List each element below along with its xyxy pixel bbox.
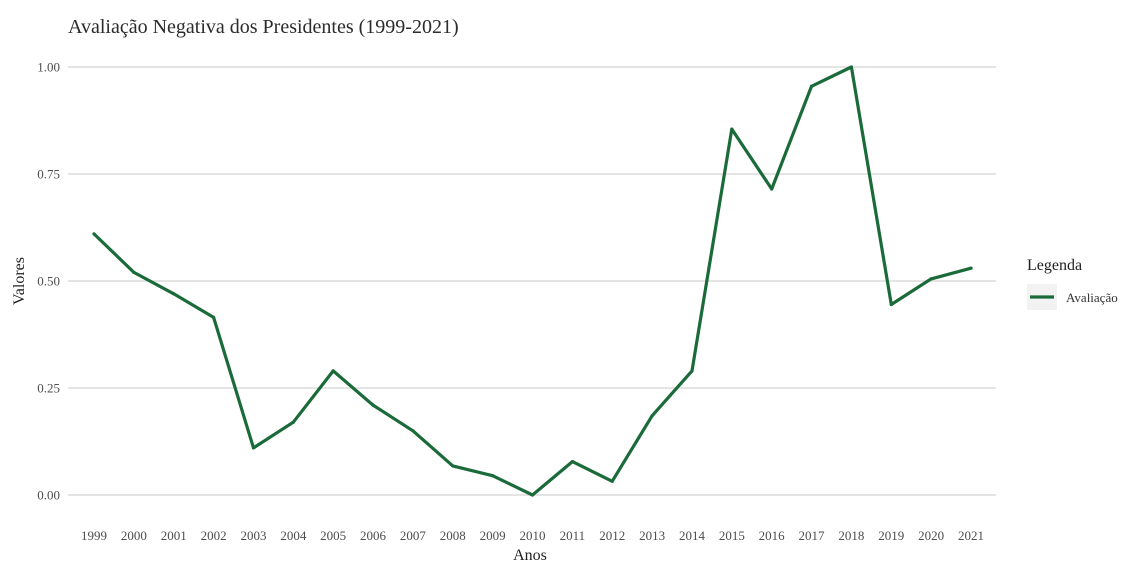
- data-point: [491, 474, 495, 478]
- x-tick-label: 2018: [838, 528, 864, 543]
- x-axis-title: Anos: [513, 547, 547, 564]
- data-point: [770, 187, 774, 191]
- data-point: [211, 315, 216, 319]
- data-point: [730, 127, 734, 131]
- data-point: [251, 446, 256, 450]
- y-tick-label: 0.75: [37, 167, 60, 182]
- legend-title: Legenda: [1027, 257, 1082, 274]
- x-tick-label: 1999: [81, 528, 107, 543]
- x-tick-label: 2002: [201, 528, 227, 543]
- x-tick-label: 2021: [958, 528, 984, 543]
- data-point: [889, 302, 893, 307]
- x-tick-label: 2017: [799, 528, 826, 543]
- y-tick-label: 0.25: [37, 381, 60, 396]
- x-tick-label: 2016: [759, 528, 786, 543]
- x-tick-label: 2008: [440, 528, 466, 543]
- x-tick-label: 2003: [240, 528, 266, 543]
- y-tick-label: 0.50: [37, 274, 60, 289]
- data-point: [371, 403, 375, 407]
- y-axis-title: Valores: [11, 257, 28, 305]
- y-tick-label: 0.00: [37, 488, 60, 503]
- x-axis-ticks: 1999 2000 2001 2002 2003 2004 2005 2006 2007 2008…: [81, 528, 984, 543]
- data-point: [411, 429, 415, 433]
- x-tick-label: 2000: [121, 528, 147, 543]
- x-tick-label: 2020: [918, 528, 944, 543]
- data-point: [690, 369, 694, 373]
- x-tick-label: 2010: [520, 528, 546, 543]
- data-point: [331, 369, 335, 373]
- x-tick-label: 2015: [719, 528, 745, 543]
- data-point: [132, 270, 136, 275]
- x-tick-label: 2005: [320, 528, 346, 543]
- x-tick-label: 2011: [560, 528, 586, 543]
- data-point: [451, 464, 455, 468]
- data-point: [809, 84, 814, 88]
- x-tick-label: 2012: [599, 528, 625, 543]
- data-point: [92, 232, 96, 236]
- x-tick-label: 2004: [280, 528, 307, 543]
- x-tick-label: 2013: [639, 528, 665, 543]
- data-point: [929, 277, 933, 281]
- data-point: [172, 292, 176, 296]
- x-tick-label: 2019: [878, 528, 904, 543]
- gridlines: [68, 66, 996, 496]
- data-point: [849, 65, 854, 69]
- x-tick-label: 2007: [400, 528, 427, 543]
- legend-label: Avaliação: [1066, 290, 1118, 305]
- series-layer: [92, 65, 973, 497]
- data-point: [291, 420, 295, 424]
- x-tick-label: 2009: [480, 528, 506, 543]
- data-point: [969, 266, 973, 270]
- legend: Legenda Avaliação: [1027, 257, 1118, 310]
- data-point: [570, 460, 574, 464]
- x-tick-label: 2014: [679, 528, 706, 543]
- x-tick-label: 2001: [161, 528, 187, 543]
- data-point: [610, 479, 614, 483]
- x-tick-label: 2006: [360, 528, 387, 543]
- data-point: [650, 414, 654, 418]
- y-tick-label: 1.00: [37, 60, 60, 75]
- y-axis-ticks: 0.00 0.25 0.50 0.75 1.00: [37, 60, 60, 503]
- data-point: [530, 493, 535, 497]
- chart-title: Avaliação Negativa dos Presidentes (1999…: [68, 16, 459, 38]
